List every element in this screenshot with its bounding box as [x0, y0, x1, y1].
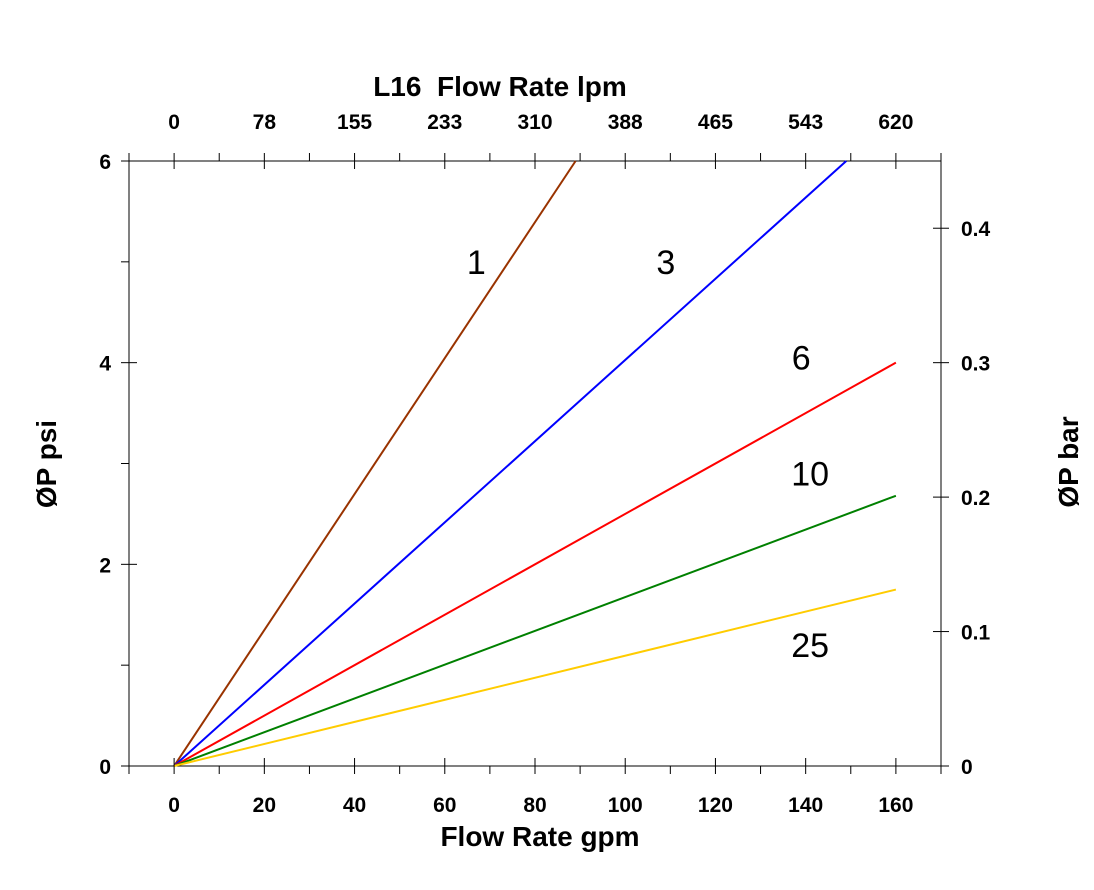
series-label-25: 25 [791, 627, 829, 665]
x-tick-label: 20 [253, 794, 276, 817]
x-axis-title: Flow Rate gpm [440, 821, 639, 852]
x-tick-label: 160 [878, 794, 913, 817]
series-line-25 [173, 588, 897, 767]
right-tick-label: 0 [961, 756, 973, 779]
series-line-3 [173, 160, 847, 767]
right-tick-label: 0.2 [961, 487, 990, 510]
series-label-3: 3 [656, 244, 675, 282]
y-axis-title-left: ØP psi [31, 420, 62, 508]
x-tick-label: 60 [433, 794, 456, 817]
series-line-6 [173, 361, 897, 767]
right-tick-label: 0.3 [961, 353, 990, 376]
top-tick-label: 388 [608, 111, 643, 134]
y-tick-label: 6 [99, 151, 111, 174]
y-axis-title-right: ØP bar [1053, 416, 1084, 507]
x-tick-label: 100 [608, 794, 643, 817]
top-tick-label: 465 [698, 111, 733, 134]
y-tick-label: 4 [99, 353, 111, 376]
series-label-1: 1 [467, 244, 486, 282]
top-tick-label: 310 [517, 111, 552, 134]
series-layer: 1 3 6 10 25 [173, 160, 897, 767]
top-tick-label: 543 [788, 111, 823, 134]
y-tick-label: 2 [99, 554, 111, 577]
x-tick-label: 140 [788, 794, 823, 817]
x-tick-label: 40 [343, 794, 366, 817]
right-tick-label: 0.4 [961, 218, 991, 241]
chart-title: L16 Flow Rate lpm [373, 71, 627, 102]
top-tick-label: 78 [253, 111, 277, 134]
x-tick-label: 120 [698, 794, 733, 817]
top-tick-label: 620 [878, 111, 913, 134]
y-tick-label: 0 [99, 756, 111, 779]
right-tick-label: 0.1 [961, 622, 991, 645]
series-label-10: 10 [791, 456, 829, 494]
series-line-1 [173, 160, 577, 767]
x-tick-label: 80 [523, 794, 546, 817]
top-tick-label: 155 [337, 111, 372, 134]
top-tick-label: 233 [427, 111, 462, 134]
top-tick-label: 0 [168, 111, 180, 134]
x-tick-label: 0 [168, 794, 180, 817]
series-label-6: 6 [792, 340, 811, 378]
series-line-10 [173, 494, 897, 767]
